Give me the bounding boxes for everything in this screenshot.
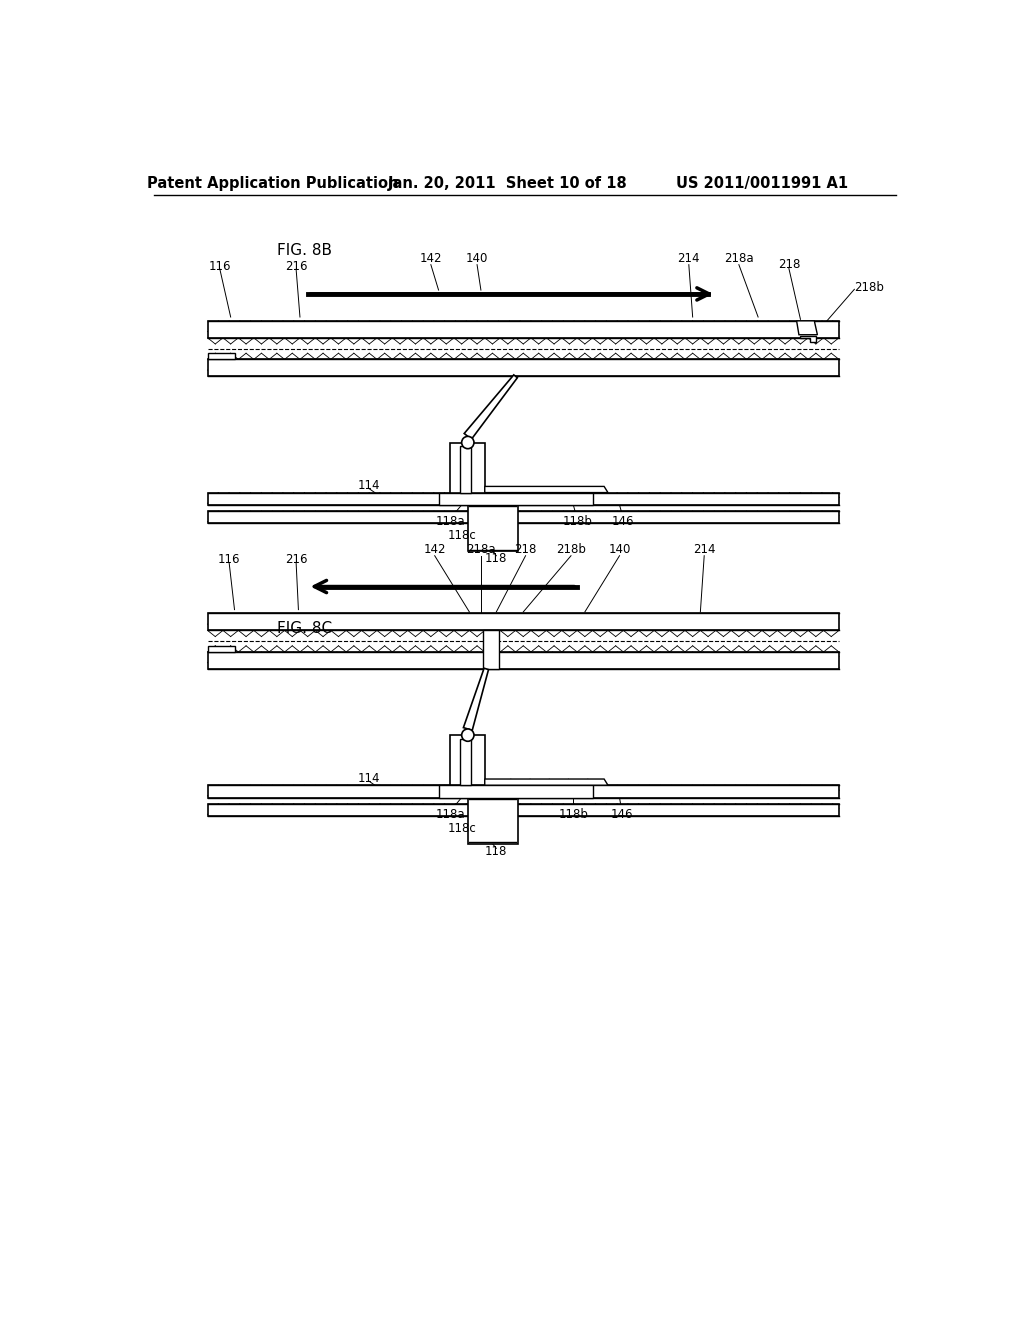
Text: 218: 218: [514, 543, 537, 556]
Text: 118c: 118c: [447, 529, 476, 543]
Text: 218b: 218b: [556, 543, 586, 556]
Text: 118c: 118c: [447, 822, 476, 834]
Text: 214: 214: [693, 543, 716, 556]
Polygon shape: [484, 779, 608, 785]
Text: US 2011/0011991 A1: US 2011/0011991 A1: [676, 177, 848, 191]
Text: 218a: 218a: [724, 252, 754, 265]
Text: 118b: 118b: [558, 808, 588, 821]
Text: 218: 218: [777, 259, 800, 271]
Text: 140: 140: [466, 252, 488, 265]
Polygon shape: [797, 321, 817, 335]
Bar: [208, 652, 839, 669]
Polygon shape: [484, 487, 608, 492]
Bar: [468, 797, 518, 843]
Text: 118b: 118b: [562, 515, 592, 528]
Text: 214: 214: [678, 252, 700, 265]
Text: 142: 142: [420, 252, 442, 265]
Bar: [438, 785, 593, 797]
Bar: [460, 446, 471, 492]
Text: FIG. 8C: FIG. 8C: [276, 620, 332, 636]
Text: 216: 216: [285, 260, 307, 273]
Bar: [483, 631, 499, 669]
Text: 142: 142: [424, 543, 446, 556]
Text: FIG. 8B: FIG. 8B: [276, 243, 332, 259]
Polygon shape: [801, 337, 816, 342]
Text: 114: 114: [358, 772, 381, 785]
Bar: [208, 614, 839, 631]
Text: 146: 146: [610, 808, 633, 821]
Polygon shape: [208, 645, 234, 652]
Text: 218b: 218b: [854, 281, 885, 294]
Circle shape: [462, 729, 474, 742]
Bar: [208, 804, 839, 816]
Polygon shape: [464, 375, 517, 440]
Circle shape: [462, 437, 474, 449]
Text: 140: 140: [608, 543, 631, 556]
Bar: [451, 442, 484, 492]
Bar: [208, 785, 839, 797]
Polygon shape: [464, 668, 488, 730]
Text: Patent Application Publication: Patent Application Publication: [147, 177, 398, 191]
Text: 218a: 218a: [466, 543, 496, 556]
Text: 118: 118: [485, 552, 508, 565]
Text: 146: 146: [612, 515, 635, 528]
Bar: [208, 359, 839, 376]
Text: 114: 114: [358, 479, 381, 492]
Bar: [460, 739, 471, 785]
Text: Jan. 20, 2011  Sheet 10 of 18: Jan. 20, 2011 Sheet 10 of 18: [388, 177, 628, 191]
Text: 216: 216: [285, 553, 307, 566]
Bar: [208, 511, 839, 524]
Text: 118a: 118a: [435, 808, 465, 821]
Bar: [208, 321, 839, 338]
Text: 118a: 118a: [435, 515, 465, 528]
Bar: [208, 492, 839, 506]
Bar: [468, 506, 518, 552]
Text: 116: 116: [218, 553, 241, 566]
Bar: [438, 492, 593, 506]
Text: 116: 116: [209, 260, 231, 273]
Bar: [451, 735, 484, 785]
Polygon shape: [208, 354, 234, 359]
Text: 118: 118: [485, 845, 508, 858]
